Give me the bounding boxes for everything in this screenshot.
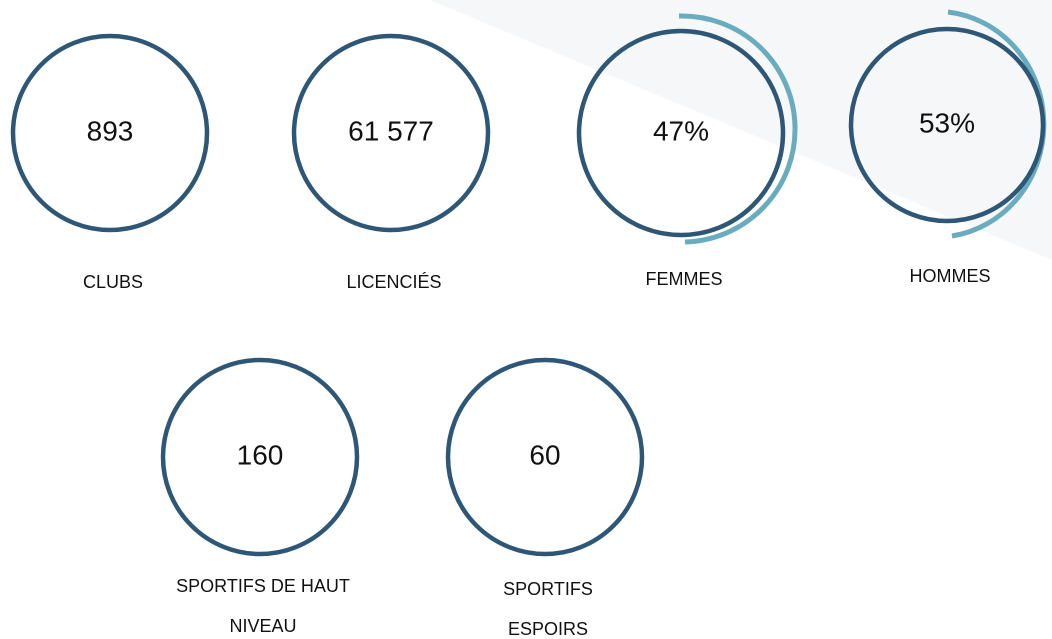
stat-circle <box>848 26 1046 224</box>
stat-label: SPORTIFS <box>503 579 593 599</box>
stat-label: NIVEAU <box>229 616 296 636</box>
stat-label: HOMMES <box>910 266 991 286</box>
stat-value: 160 <box>237 439 284 470</box>
stat-label: FEMMES <box>645 269 722 289</box>
stat-circle <box>10 33 210 233</box>
stat-circle <box>445 357 645 557</box>
stat-label: ESPOIRS <box>508 619 588 639</box>
background-shade <box>430 0 1052 260</box>
femmes-arc <box>678 13 798 245</box>
stat-value: 61 577 <box>348 115 434 146</box>
stat-value: 53% <box>919 107 975 138</box>
stat-circle <box>160 357 360 557</box>
stat-label: SPORTIFS DE HAUT <box>176 576 350 596</box>
stat-value: 47% <box>653 115 709 146</box>
stat-label: LICENCIÉS <box>346 272 441 292</box>
stat-value: 893 <box>87 115 134 146</box>
stat-circle <box>291 33 491 233</box>
stat-circle <box>576 28 786 238</box>
stat-value: 60 <box>529 439 560 470</box>
stat-label: CLUBS <box>83 272 143 292</box>
